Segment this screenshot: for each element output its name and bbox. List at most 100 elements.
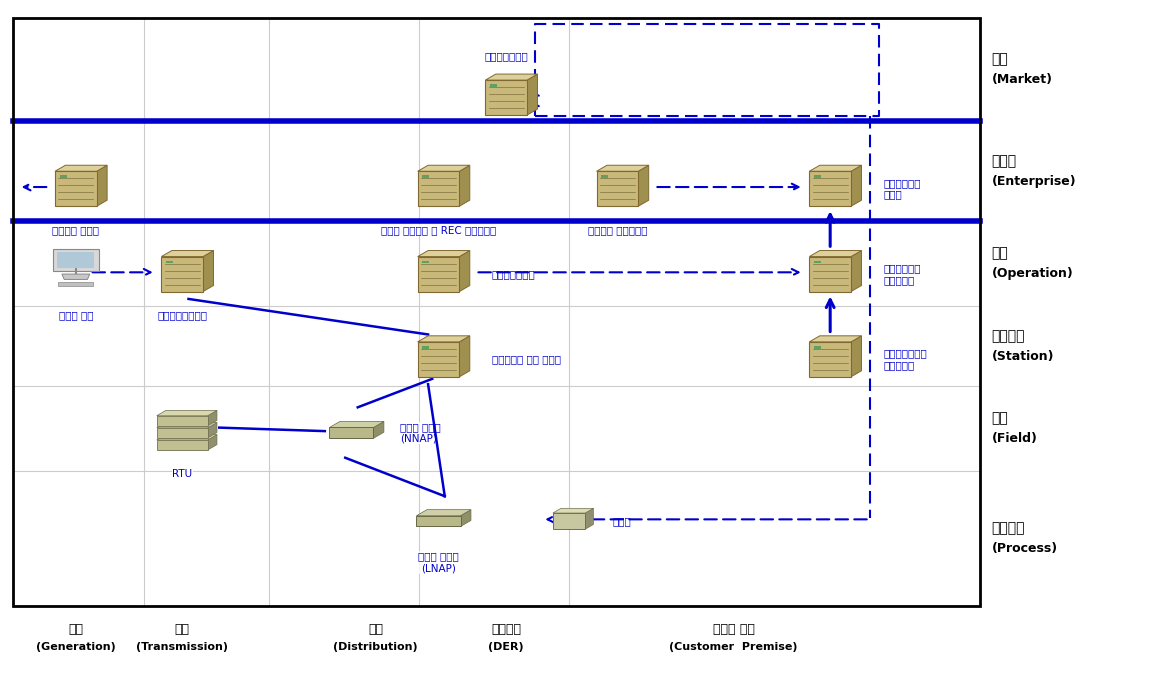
Polygon shape (417, 516, 461, 526)
Text: (Process): (Process) (991, 542, 1058, 556)
Text: 분산자원: 분산자원 (491, 623, 521, 637)
Polygon shape (161, 256, 203, 292)
Text: 계량데이터 수집 시스템: 계량데이터 수집 시스템 (492, 354, 561, 364)
Text: 전력자원보유
관리시스템: 전력자원보유 관리시스템 (884, 263, 921, 285)
Polygon shape (374, 421, 384, 438)
Text: 소규모 전력중개 및 REC 거래시스템: 소규모 전력중개 및 REC 거래시스템 (381, 225, 496, 235)
Polygon shape (157, 428, 208, 438)
Polygon shape (208, 435, 217, 450)
Text: 소비자 구내: 소비자 구내 (713, 623, 755, 637)
Polygon shape (418, 342, 460, 377)
Text: (Operation): (Operation) (991, 267, 1074, 280)
Polygon shape (597, 165, 649, 171)
Text: 사업자: 사업자 (991, 154, 1017, 168)
Polygon shape (330, 427, 374, 438)
Polygon shape (96, 165, 107, 207)
Polygon shape (161, 250, 214, 256)
Polygon shape (809, 250, 861, 256)
Polygon shape (809, 165, 861, 171)
Text: (DER): (DER) (489, 642, 524, 652)
Text: 프로세스: 프로세스 (991, 522, 1025, 536)
Text: (Distribution): (Distribution) (333, 642, 418, 652)
Bar (814, 261, 821, 263)
Polygon shape (485, 80, 527, 115)
Polygon shape (208, 423, 217, 438)
Polygon shape (418, 165, 470, 171)
Text: (Market): (Market) (991, 74, 1053, 86)
Polygon shape (157, 416, 208, 426)
Polygon shape (418, 256, 460, 292)
Polygon shape (157, 435, 217, 440)
Bar (814, 346, 821, 348)
Text: 필드: 필드 (991, 411, 1009, 425)
Polygon shape (418, 250, 470, 256)
Text: (Field): (Field) (991, 432, 1038, 445)
Text: 시장: 시장 (991, 53, 1009, 67)
Text: 지역망 접속점
(LNAP): 지역망 접속점 (LNAP) (418, 551, 459, 573)
Text: (Transmission): (Transmission) (136, 642, 229, 652)
Text: (Customer  Premise): (Customer Premise) (669, 642, 798, 652)
Polygon shape (460, 336, 470, 377)
Text: 송전: 송전 (174, 623, 189, 637)
Polygon shape (851, 165, 861, 207)
Bar (490, 84, 497, 87)
Text: 발전거래 시스템: 발전거래 시스템 (52, 225, 100, 235)
Bar (13, 18, 980, 606)
Text: 발전량 관리: 발전량 관리 (58, 310, 93, 320)
Text: (Enterprise): (Enterprise) (991, 175, 1076, 188)
Polygon shape (55, 171, 96, 207)
Polygon shape (203, 250, 214, 292)
Text: 배전: 배전 (368, 623, 383, 637)
Polygon shape (809, 336, 861, 342)
Bar (58, 282, 93, 286)
Polygon shape (597, 171, 639, 207)
Text: 이웃망 접속점
(NNAP): 이웃망 접속점 (NNAP) (399, 422, 440, 443)
Polygon shape (851, 336, 861, 377)
Polygon shape (527, 74, 538, 115)
Bar (59, 176, 66, 178)
Text: 운영: 운영 (991, 246, 1009, 261)
Polygon shape (417, 510, 471, 516)
Polygon shape (330, 421, 384, 427)
Bar (166, 261, 173, 263)
Polygon shape (157, 423, 217, 428)
Polygon shape (157, 440, 208, 450)
Polygon shape (461, 510, 471, 526)
Text: 발전: 발전 (68, 623, 84, 637)
Polygon shape (809, 342, 851, 377)
Polygon shape (57, 252, 94, 268)
Polygon shape (460, 165, 470, 207)
Polygon shape (809, 171, 851, 207)
Polygon shape (418, 171, 460, 207)
Polygon shape (157, 410, 217, 416)
Polygon shape (460, 250, 470, 292)
Polygon shape (208, 410, 217, 426)
Polygon shape (553, 513, 585, 529)
Bar (423, 261, 430, 263)
Text: 스테이션: 스테이션 (991, 329, 1025, 343)
Text: 수요반응 거래시스템: 수요반응 거래시스템 (587, 225, 647, 235)
Bar (601, 176, 608, 178)
Polygon shape (485, 74, 538, 80)
Text: (Generation): (Generation) (36, 642, 116, 652)
Text: 고객자동입찰
시스템: 고객자동입찰 시스템 (884, 178, 921, 200)
Text: 고객계량데이터
연계시스템: 고객계량데이터 연계시스템 (884, 348, 928, 370)
Polygon shape (585, 508, 593, 529)
Polygon shape (639, 165, 649, 207)
Text: RTU: RTU (172, 469, 193, 479)
Bar (423, 176, 430, 178)
Bar (814, 176, 821, 178)
Polygon shape (418, 336, 470, 342)
Bar (423, 346, 430, 348)
Text: 전단처리시스템: 전단처리시스템 (492, 269, 535, 279)
Text: (Station): (Station) (991, 350, 1054, 362)
Polygon shape (52, 249, 99, 271)
Text: 에너지관리시스템: 에너지관리시스템 (157, 310, 207, 320)
Polygon shape (62, 274, 89, 279)
Polygon shape (553, 508, 593, 513)
Polygon shape (851, 250, 861, 292)
Text: 계량기: 계량기 (613, 516, 632, 526)
Text: 전력거래시스템: 전력거래시스템 (484, 51, 528, 61)
Polygon shape (809, 256, 851, 292)
Polygon shape (55, 165, 107, 171)
